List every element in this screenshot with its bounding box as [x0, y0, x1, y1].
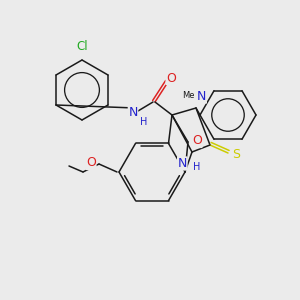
Text: H: H — [193, 162, 200, 172]
Text: O: O — [86, 157, 96, 169]
Text: O: O — [166, 71, 176, 85]
Text: N: N — [178, 157, 187, 170]
Text: S: S — [232, 148, 240, 161]
Text: O: O — [192, 134, 202, 148]
Text: Cl: Cl — [76, 40, 88, 53]
Text: N: N — [128, 106, 138, 118]
Text: N: N — [197, 90, 206, 103]
Text: Me: Me — [182, 91, 194, 100]
Text: H: H — [140, 117, 147, 127]
